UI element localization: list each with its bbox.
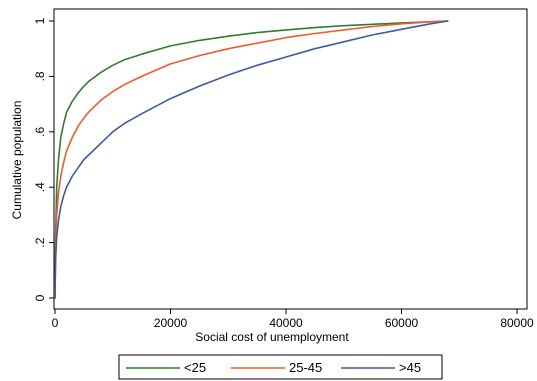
x-tick-label: 80000	[500, 316, 534, 330]
x-tick-label: 20000	[154, 316, 188, 330]
legend-label-2: 25-45	[289, 360, 322, 375]
y-tick-label: .2	[33, 237, 47, 247]
x-tick-label: 60000	[385, 316, 419, 330]
x-tick-label: 40000	[269, 316, 303, 330]
legend-label-1: <25	[184, 360, 206, 375]
plot-frame	[53, 8, 528, 310]
x-axis: 0 20000 40000 60000 80000	[52, 309, 534, 330]
x-axis-title: Social cost of unemployment	[195, 330, 349, 344]
series-line-3	[54, 20, 449, 299]
legend: <25 25-45 >45	[118, 354, 443, 380]
series-line-2	[54, 20, 449, 299]
y-tick-label: 0	[33, 294, 47, 301]
y-axis-title: Cumulative population	[10, 101, 24, 220]
plot-area	[53, 8, 528, 310]
series-layer	[54, 20, 449, 299]
y-tick-label: .8	[33, 71, 47, 81]
y-axis: 0 .2 .4 .6 .8 1	[33, 17, 54, 301]
series-line-1	[54, 20, 449, 299]
legend-label-3: >45	[399, 360, 421, 375]
y-tick-label: .4	[33, 182, 47, 192]
y-tick-label: 1	[33, 17, 47, 24]
legend-box	[118, 354, 443, 380]
y-tick-label: .6	[33, 126, 47, 136]
x-tick-label: 0	[52, 316, 59, 330]
